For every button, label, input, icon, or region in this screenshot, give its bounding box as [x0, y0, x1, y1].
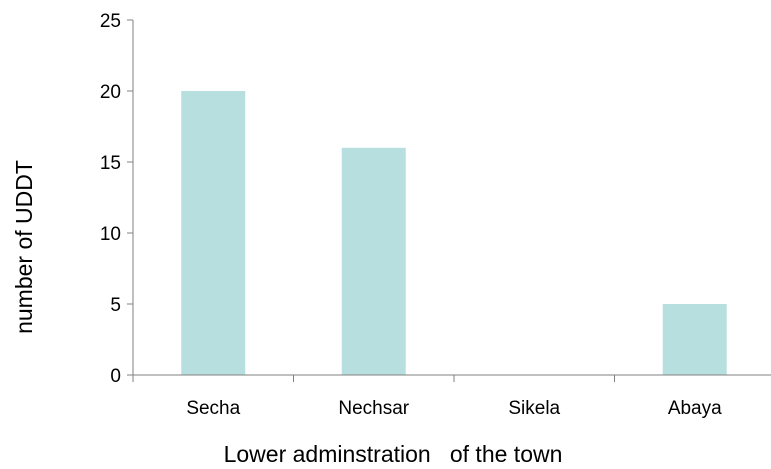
axes: [127, 19, 771, 382]
bars: [181, 91, 727, 375]
x-category-label: Sikela: [508, 398, 560, 419]
x-category-label: Abaya: [668, 398, 722, 419]
y-tick-label: 20: [100, 82, 121, 103]
labels: 0 5 10 15 20 25 Secha Nechsar Sikela Abaya: [100, 11, 722, 419]
y-axis-title: number of UDDT: [11, 160, 37, 334]
x-category-label: Nechsar: [338, 398, 409, 419]
y-tick-label: 15: [100, 153, 121, 174]
bar-nechsar: [341, 147, 406, 375]
y-tick-label: 0: [110, 366, 121, 387]
x-category-label: Secha: [186, 398, 240, 419]
y-tick-label: 10: [100, 224, 121, 245]
x-axis-title: Lower adminstration of the town: [224, 441, 563, 467]
bar-secha: [181, 91, 246, 375]
y-tick-label: 25: [100, 11, 121, 32]
y-tick-label: 5: [110, 295, 121, 316]
bar-abaya: [662, 304, 727, 375]
